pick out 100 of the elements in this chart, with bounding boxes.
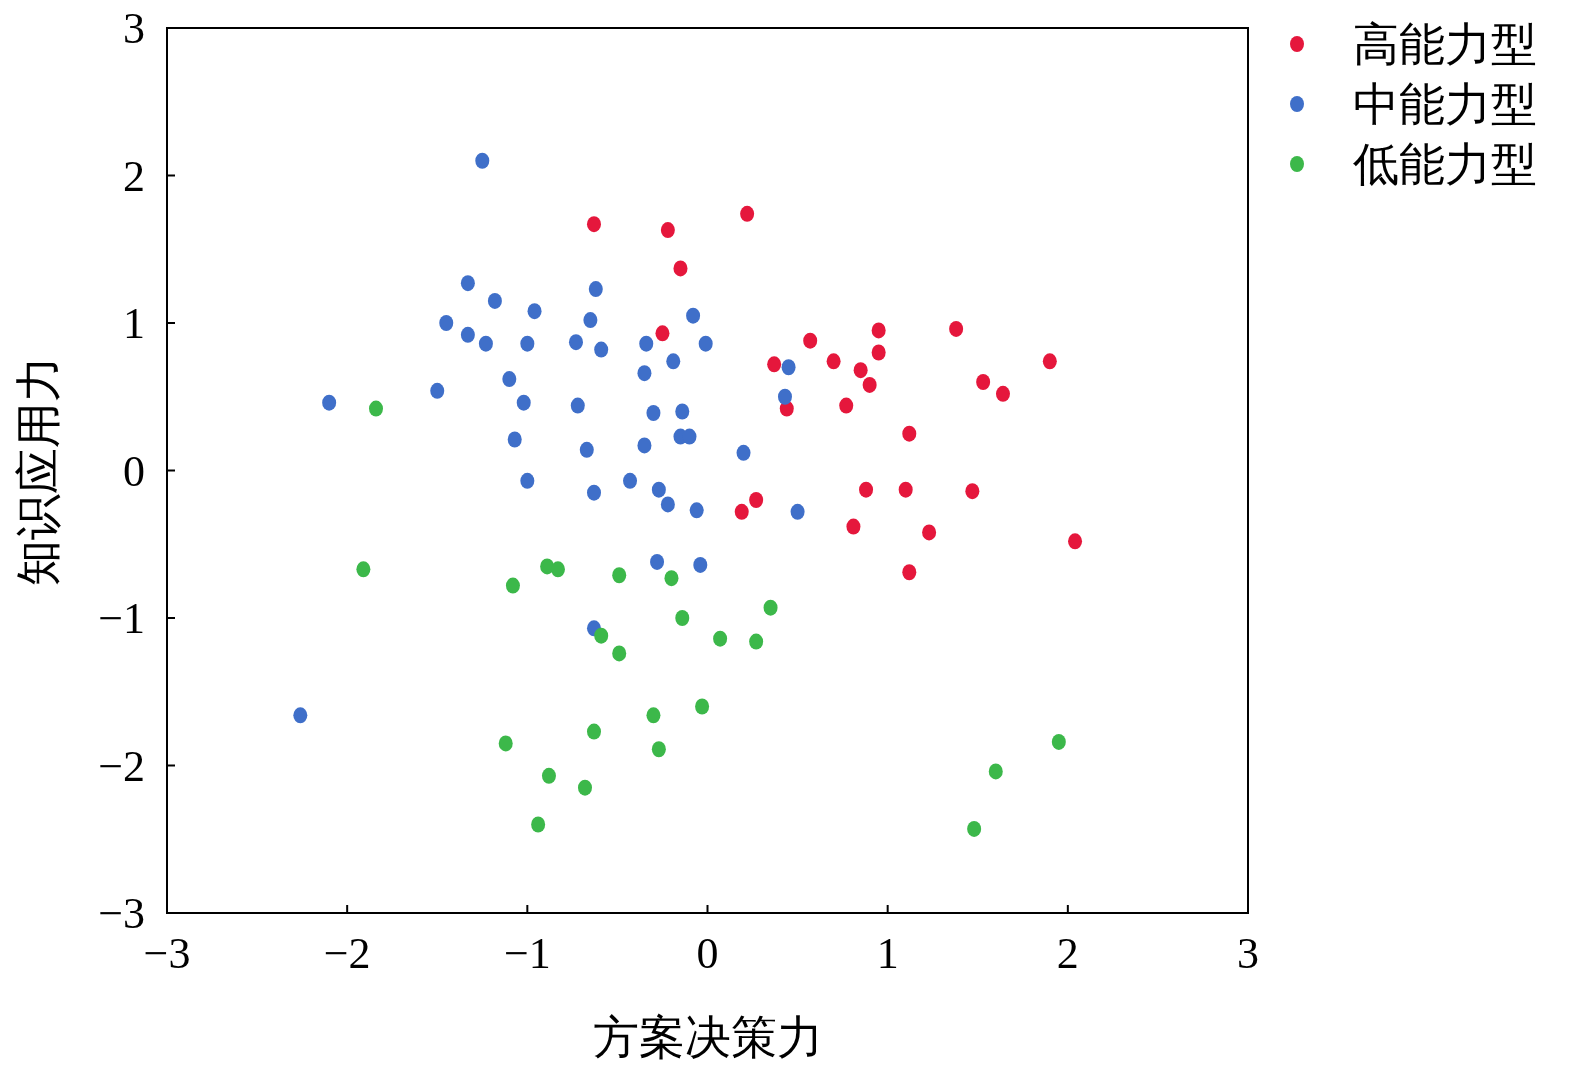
point — [749, 633, 764, 650]
point — [695, 698, 710, 715]
point — [790, 503, 805, 520]
point — [853, 362, 868, 379]
point — [460, 326, 475, 343]
point — [502, 371, 517, 388]
point — [505, 577, 520, 594]
point — [675, 610, 690, 626]
point — [713, 630, 728, 647]
point — [541, 767, 556, 784]
y-tick-label: −2 — [98, 741, 145, 791]
y-tick-label: 3 — [123, 4, 145, 53]
point — [736, 444, 751, 461]
point — [623, 472, 638, 489]
point — [767, 356, 782, 373]
point — [475, 152, 490, 169]
point — [976, 374, 991, 390]
point — [660, 222, 675, 239]
point — [967, 820, 982, 837]
point — [660, 496, 675, 513]
x-tick-label: 0 — [696, 929, 719, 978]
point — [686, 307, 701, 324]
point — [637, 365, 652, 382]
point — [740, 205, 755, 222]
point — [577, 779, 592, 796]
point — [902, 425, 917, 442]
x-tick-label: −2 — [323, 929, 371, 978]
point — [862, 376, 877, 393]
point — [520, 472, 535, 489]
x-axis-title: 方案决策力 — [592, 1012, 823, 1063]
y-tick-label: 2 — [123, 151, 145, 201]
legend-label: 高能力型 — [1353, 19, 1537, 70]
point — [356, 561, 371, 578]
point — [516, 394, 531, 411]
point — [637, 437, 652, 454]
point — [777, 388, 792, 405]
x-tick-label: −1 — [503, 929, 551, 978]
point — [639, 335, 654, 352]
point — [550, 561, 565, 578]
y-tick-label: 1 — [123, 299, 145, 348]
point — [520, 335, 535, 352]
point — [949, 320, 964, 337]
point — [594, 341, 609, 358]
point — [693, 556, 708, 573]
point — [527, 303, 542, 320]
point — [588, 281, 603, 298]
point — [650, 553, 665, 570]
point — [651, 481, 666, 498]
x-tick-label: 3 — [1237, 929, 1259, 978]
point — [1068, 533, 1083, 550]
point — [368, 400, 383, 417]
point — [587, 484, 601, 501]
point — [859, 481, 874, 498]
point — [612, 645, 627, 662]
point — [763, 599, 778, 616]
point — [568, 334, 583, 351]
point — [871, 344, 886, 361]
x-tick-label: 2 — [1056, 929, 1079, 978]
y-tick-label: −1 — [98, 594, 145, 643]
point — [531, 816, 546, 833]
point — [460, 275, 475, 292]
point — [646, 404, 661, 421]
point — [594, 627, 609, 644]
point — [666, 353, 681, 370]
point — [587, 723, 601, 740]
point — [965, 483, 980, 500]
point — [655, 325, 670, 342]
legend-label: 低能力型 — [1353, 139, 1537, 190]
point — [583, 312, 598, 329]
point — [734, 503, 749, 520]
x-tick-label: 1 — [876, 929, 899, 978]
point — [1042, 353, 1057, 370]
point — [612, 567, 627, 584]
point — [781, 359, 796, 376]
y-axis-title: 知识应用力 — [13, 355, 64, 586]
point — [570, 397, 585, 414]
point — [898, 481, 913, 498]
point — [587, 216, 601, 233]
y-tick-label: 0 — [123, 446, 145, 496]
legend-label: 中能力型 — [1353, 79, 1537, 130]
point — [698, 335, 713, 352]
point — [293, 707, 308, 724]
point — [651, 741, 666, 758]
point — [646, 707, 661, 724]
point — [1051, 733, 1066, 750]
point — [579, 441, 594, 458]
point — [922, 524, 937, 541]
point — [507, 431, 522, 448]
point — [902, 564, 917, 581]
y-tick-label: −3 — [98, 889, 145, 938]
point — [498, 735, 513, 752]
point — [430, 382, 445, 399]
point — [988, 763, 1003, 780]
point — [995, 385, 1010, 402]
point — [803, 332, 818, 349]
point — [846, 518, 861, 535]
point — [673, 260, 688, 277]
point — [478, 335, 493, 352]
point — [839, 397, 854, 414]
point — [749, 492, 764, 508]
